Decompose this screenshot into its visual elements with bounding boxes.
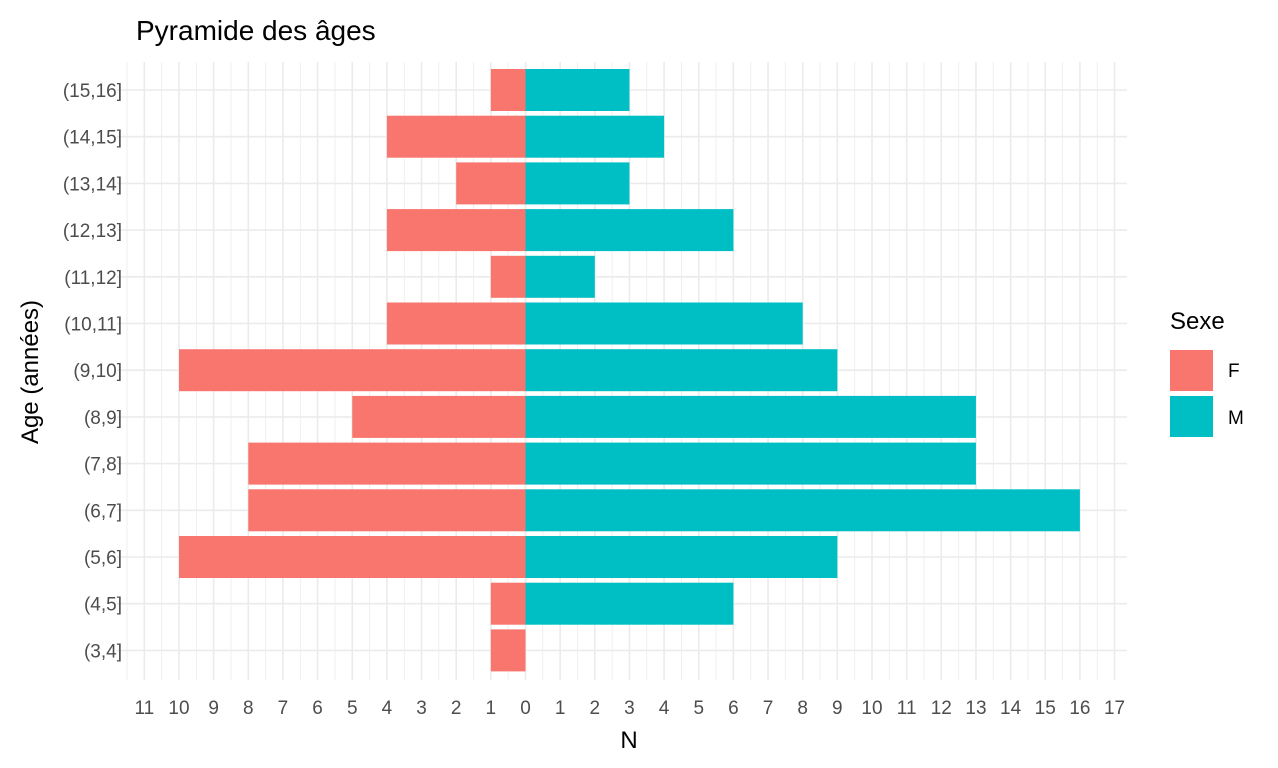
x-tick-label: 4 (382, 698, 393, 719)
x-tick-label: 11 (134, 698, 154, 719)
bar-m-6 (525, 349, 838, 392)
x-tick-label: 8 (797, 698, 808, 719)
bar-f-0 (490, 629, 526, 672)
bar-m-11 (525, 115, 665, 158)
y-tick-label: (4,5] (84, 595, 122, 616)
chart-title: Pyramide des âges (136, 15, 376, 46)
y-tick-label: (5,6] (84, 548, 122, 569)
x-tick-label: 15 (1035, 698, 1056, 719)
bar-m-7 (525, 302, 803, 345)
x-tick-label: 16 (1069, 698, 1090, 719)
x-tick-label: 7 (763, 698, 774, 719)
bar-m-5 (525, 395, 976, 438)
bar-f-3 (248, 489, 526, 532)
bar-m-2 (525, 536, 838, 578)
x-tick-label: 14 (1000, 698, 1022, 719)
bar-m-3 (525, 489, 1080, 532)
y-tick-label: (9,10] (73, 361, 122, 382)
x-tick-label: 9 (208, 698, 219, 719)
legend-title: Sexe (1170, 308, 1225, 335)
legend-key-m (1170, 396, 1213, 437)
x-tick-label: 8 (243, 698, 254, 719)
bars (179, 69, 1080, 672)
x-tick-label: 13 (965, 698, 986, 719)
x-tick-label: 1 (555, 698, 566, 719)
bar-m-4 (525, 442, 976, 485)
x-tick-label: 12 (931, 698, 952, 719)
bar-f-2 (179, 536, 526, 578)
bar-f-6 (179, 349, 526, 392)
bar-f-10 (456, 162, 526, 205)
bar-m-8 (525, 255, 595, 298)
y-tick-label: (6,7] (84, 501, 122, 522)
x-tick-label: 5 (693, 698, 704, 719)
y-tick-label: (11,12] (64, 268, 122, 289)
x-tick-label: 9 (832, 698, 843, 719)
y-tick-label: (8,9] (84, 408, 122, 429)
y-tick-label: (13,14] (63, 174, 122, 195)
x-tick-label: 7 (278, 698, 289, 719)
bar-m-12 (525, 69, 630, 111)
bar-f-7 (386, 302, 526, 345)
x-tick-label: 17 (1104, 698, 1125, 719)
x-tick-label: 0 (520, 698, 531, 719)
bar-f-4 (248, 442, 526, 485)
x-tick-label: 4 (659, 698, 670, 719)
y-tick-label: (7,8] (84, 455, 122, 476)
x-axis-title: N (620, 727, 637, 754)
bar-m-10 (525, 162, 630, 205)
bar-f-1 (490, 582, 526, 625)
legend-label-m: M (1228, 408, 1244, 429)
y-tick-label: (15,16] (63, 81, 122, 102)
legend-key-f (1170, 350, 1213, 391)
bar-f-12 (490, 69, 526, 111)
y-tick-label: (12,13] (63, 221, 122, 242)
bar-m-9 (525, 209, 734, 252)
bar-f-5 (352, 395, 526, 438)
x-tick-label: 10 (168, 698, 189, 719)
x-tick-label: 6 (312, 698, 323, 719)
x-tick-label: 11 (897, 698, 917, 719)
y-tick-label: (14,15] (63, 128, 122, 149)
x-axis-tick-labels: 11 10 9 8 7 6 5 4 3 2 1 0 1 2 3 4 5 6 7 8 9 10 11 12 13 14 15 16 17 (134, 698, 1125, 719)
bar-m-1 (525, 582, 734, 625)
legend-label-f: F (1228, 361, 1240, 382)
x-tick-label: 3 (624, 698, 635, 719)
x-tick-label: 5 (347, 698, 358, 719)
y-axis-tick-labels: (3,4] (4,5] (5,6] (6,7] (7,8] (8,9] (9,10] (10,… (63, 81, 122, 662)
x-tick-label: 1 (486, 698, 497, 719)
x-tick-label: 6 (728, 698, 739, 719)
bar-f-9 (386, 209, 526, 252)
x-tick-label: 3 (416, 698, 427, 719)
legend: Sexe F M (1170, 308, 1244, 437)
bar-f-11 (386, 115, 526, 158)
x-tick-label: 2 (451, 698, 462, 719)
x-tick-label: 10 (861, 698, 882, 719)
y-tick-label: (10,11] (64, 315, 122, 336)
x-tick-label: 2 (590, 698, 601, 719)
y-axis-title: Age (années) (17, 300, 44, 444)
bar-f-8 (490, 255, 526, 298)
y-tick-label: (3,4] (84, 641, 122, 662)
